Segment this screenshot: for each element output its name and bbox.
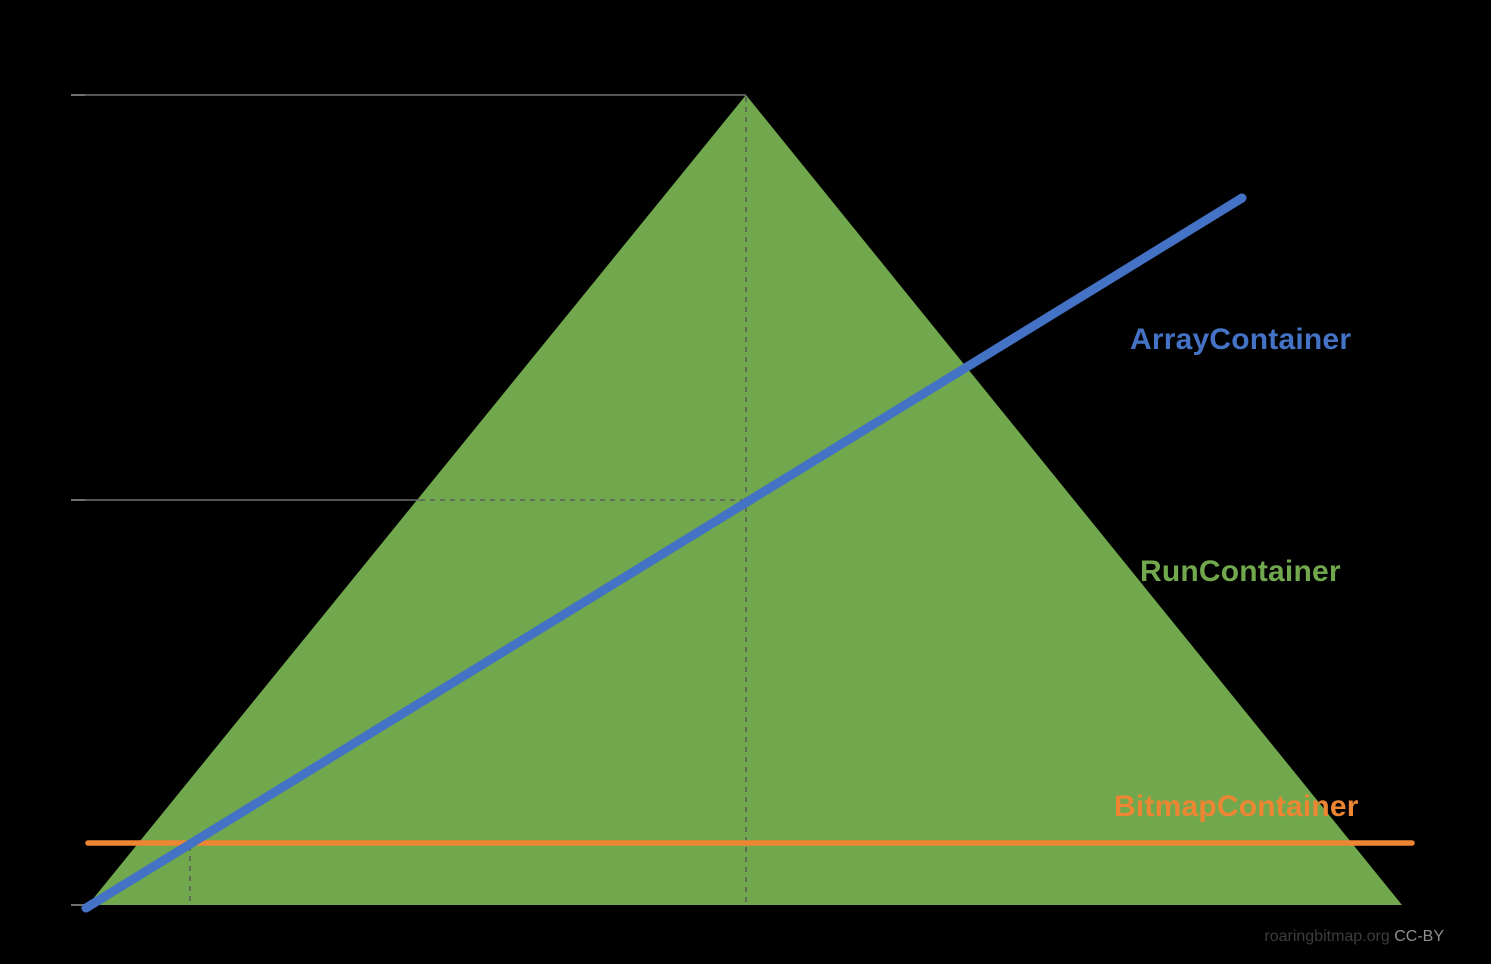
array-container-label: ArrayContainer bbox=[1130, 323, 1351, 356]
bitmap-container-label: BitmapContainer bbox=[1114, 790, 1359, 823]
watermark-text: roaringbitmap.org CC-BY bbox=[1264, 928, 1444, 945]
watermark-bright-text: CC-BY bbox=[1394, 928, 1444, 945]
array-container-line bbox=[81, 193, 1247, 913]
watermark-dim-text: roaringbitmap.org bbox=[1264, 928, 1389, 945]
run-container-label: RunContainer bbox=[1140, 555, 1341, 588]
